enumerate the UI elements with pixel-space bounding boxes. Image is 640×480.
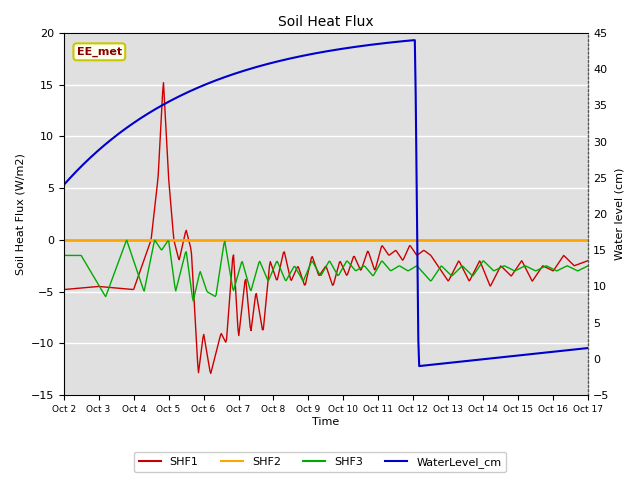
SHF3 <box>584 263 592 269</box>
WaterLevel_cm <box>415 363 423 369</box>
SHF3 <box>412 264 420 269</box>
WaterLevel_cm <box>456 359 464 364</box>
SHF1 <box>196 363 204 369</box>
SHF3 <box>60 252 67 258</box>
Line: SHF1: SHF1 <box>63 83 588 373</box>
SHF2 <box>584 237 592 243</box>
SHF2 <box>369 237 376 243</box>
SHF3 <box>371 271 378 276</box>
SHF3 <box>154 241 161 247</box>
SHF3 <box>196 269 204 275</box>
SHF1 <box>159 80 167 85</box>
SHF2 <box>297 237 305 243</box>
SHF1 <box>299 277 307 283</box>
SHF3 <box>189 298 197 304</box>
Y-axis label: Soil Heat Flux (W/m2): Soil Heat Flux (W/m2) <box>15 153 25 275</box>
WaterLevel_cm <box>410 37 418 43</box>
SHF1 <box>584 258 592 264</box>
WaterLevel_cm <box>152 106 160 111</box>
Text: EE_met: EE_met <box>77 47 122 57</box>
SHF2 <box>455 237 463 243</box>
SHF1 <box>412 251 420 257</box>
Line: WaterLevel_cm: WaterLevel_cm <box>63 40 588 366</box>
SHF3 <box>299 277 307 283</box>
Y-axis label: Water level (cm): Water level (cm) <box>615 168 625 260</box>
SHF1 <box>60 287 67 292</box>
SHF2 <box>195 237 202 243</box>
X-axis label: Time: Time <box>312 417 340 427</box>
SHF2 <box>60 237 67 243</box>
WaterLevel_cm <box>369 42 376 48</box>
SHF3 <box>151 237 159 243</box>
SHF2 <box>410 237 418 243</box>
WaterLevel_cm <box>60 182 67 188</box>
WaterLevel_cm <box>584 345 592 351</box>
SHF1 <box>371 267 378 273</box>
WaterLevel_cm <box>195 84 202 90</box>
WaterLevel_cm <box>297 53 305 59</box>
SHF1 <box>207 371 214 376</box>
SHF1 <box>456 261 464 266</box>
SHF2 <box>152 237 160 243</box>
Legend: SHF1, SHF2, SHF3, WaterLevel_cm: SHF1, SHF2, SHF3, WaterLevel_cm <box>134 452 506 472</box>
SHF1 <box>152 189 160 195</box>
WaterLevel_cm <box>411 37 419 43</box>
SHF3 <box>456 265 464 271</box>
Title: Soil Heat Flux: Soil Heat Flux <box>278 15 374 29</box>
Line: SHF3: SHF3 <box>63 240 588 301</box>
